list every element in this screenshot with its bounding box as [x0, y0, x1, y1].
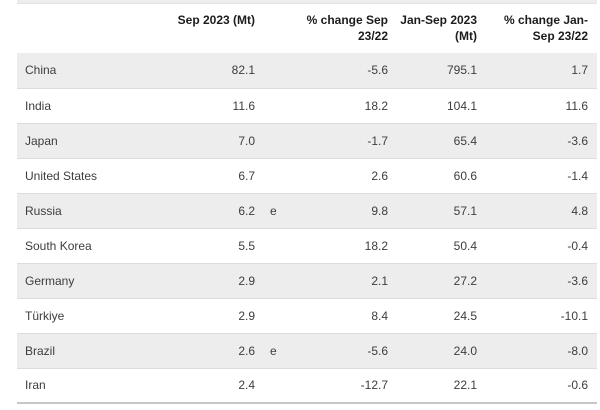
table-row: Türkiye 2.9 8.4 24.5 -10.1 — [17, 298, 598, 333]
table-row: South Korea 5.5 18.2 50.4 -0.4 — [17, 228, 598, 263]
pct-change-sep-cell: 9.8 — [371, 203, 389, 218]
pct-change-sep-cell: -1.7 — [367, 133, 389, 148]
estimate-flag-cell — [263, 88, 295, 123]
pct-change-jan-sep-cell: -1.4 — [567, 168, 589, 183]
table-top-edge — [17, 0, 597, 4]
table-row: China 82.1 -5.6 795.1 1.7 — [17, 53, 598, 88]
pct-change-sep-cell: -5.6 — [367, 343, 389, 358]
table-row: Japan 7.0 -1.7 65.4 -3.6 — [17, 123, 598, 158]
jan-sep-2023-value-cell: 24.5 — [453, 308, 478, 323]
sep-2023-value-cell: 6.7 — [238, 168, 256, 183]
pct-change-sep-cell: -12.7 — [360, 378, 389, 393]
estimate-flag-cell — [263, 158, 295, 193]
jan-sep-2023-value-cell: 50.4 — [453, 238, 478, 253]
table-header: Sep 2023 (Mt) % change Sep 23/22 Jan-Sep… — [17, 5, 597, 53]
estimate-flag-cell — [263, 263, 295, 298]
table-row: India 11.6 18.2 104.1 11.6 — [17, 88, 598, 123]
pct-change-jan-sep-cell: -10.1 — [560, 308, 589, 323]
pct-change-sep-cell: 8.4 — [371, 308, 389, 323]
header-pct-change-sep: % change Sep 23/22 — [306, 13, 389, 43]
sep-2023-value-cell: 11.6 — [232, 98, 256, 113]
estimate-flag-cell — [263, 228, 295, 263]
estimate-flag-cell — [263, 53, 295, 88]
pct-change-sep-cell: 18.2 — [364, 238, 389, 253]
jan-sep-2023-value-cell: 65.4 — [453, 133, 478, 148]
table-row: Brazil 2.6 e -5.6 24.0 -8.0 — [17, 333, 598, 368]
table-row: Iran 2.4 -12.7 22.1 -0.6 — [17, 368, 598, 403]
sep-2023-value-cell: 2.4 — [238, 378, 256, 393]
header-pct-change-jan-sep: % change Jan- Sep 23/22 — [503, 13, 589, 43]
jan-sep-2023-value-cell: 22.1 — [453, 378, 478, 393]
estimate-flag-cell: e — [270, 343, 277, 358]
pct-change-sep-cell: 18.2 — [364, 98, 389, 113]
sep-2023-value-cell: 7.0 — [238, 133, 256, 148]
sep-2023-value-cell: 2.6 — [238, 343, 256, 358]
sep-2023-value-cell: 2.9 — [238, 308, 256, 323]
pct-change-sep-cell: -5.6 — [367, 63, 389, 78]
header-sep-2023: Sep 2023 (Mt) — [177, 13, 256, 27]
jan-sep-2023-value-cell: 27.2 — [453, 273, 478, 288]
country-cell: China — [25, 63, 57, 78]
header-estimate-flag — [263, 5, 295, 53]
table-row: Russia 6.2 e 9.8 57.1 4.8 — [17, 193, 598, 228]
jan-sep-2023-value-cell: 104.1 — [446, 98, 478, 113]
header-jan-sep-2023: Jan-Sep 2023 (Mt) — [400, 13, 478, 43]
country-cell: India — [25, 98, 52, 113]
country-cell: United States — [25, 168, 98, 183]
pct-change-jan-sep-cell: -8.0 — [567, 343, 589, 358]
estimate-flag-cell — [263, 123, 295, 158]
country-cell: Japan — [25, 133, 58, 148]
pct-change-jan-sep-cell: -0.6 — [567, 378, 589, 393]
country-cell: Germany — [25, 273, 75, 288]
pct-change-jan-sep-cell: 1.7 — [571, 63, 589, 78]
country-cell: Russia — [25, 203, 62, 218]
pct-change-jan-sep-cell: -0.4 — [567, 238, 589, 253]
pct-change-sep-cell: 2.1 — [371, 273, 389, 288]
country-cell: Iran — [25, 378, 46, 393]
estimate-flag-cell — [263, 368, 295, 403]
sep-2023-value-cell: 6.2 — [238, 203, 256, 218]
crude-steel-production-table: Sep 2023 (Mt) % change Sep 23/22 Jan-Sep… — [17, 5, 598, 404]
jan-sep-2023-value-cell: 57.1 — [453, 203, 478, 218]
table-row: Germany 2.9 2.1 27.2 -3.6 — [17, 263, 598, 298]
estimate-flag-cell — [263, 298, 295, 333]
sep-2023-value-cell: 5.5 — [238, 238, 256, 253]
pct-change-jan-sep-cell: 11.6 — [565, 98, 589, 113]
country-cell: South Korea — [25, 238, 92, 253]
pct-change-jan-sep-cell: -3.6 — [567, 273, 589, 288]
table-body: China 82.1 -5.6 795.1 1.7 India 11.6 18.2 104.1 1… — [17, 53, 598, 403]
pct-change-jan-sep-cell: -3.6 — [567, 133, 589, 148]
pct-change-sep-cell: 2.6 — [371, 168, 389, 183]
sep-2023-value-cell: 2.9 — [238, 273, 256, 288]
pct-change-jan-sep-cell: 4.8 — [571, 203, 589, 218]
country-cell: Brazil — [25, 343, 56, 358]
jan-sep-2023-value-cell: 60.6 — [453, 168, 478, 183]
sep-2023-value-cell: 82.1 — [231, 63, 256, 78]
country-cell: Türkiye — [25, 308, 65, 323]
header-row: Sep 2023 (Mt) % change Sep 23/22 Jan-Sep… — [17, 5, 597, 53]
table-row: United States 6.7 2.6 60.6 -1.4 — [17, 158, 598, 193]
estimate-flag-cell: e — [270, 203, 277, 218]
jan-sep-2023-value-cell: 24.0 — [453, 343, 478, 358]
jan-sep-2023-value-cell: 795.1 — [446, 63, 478, 78]
